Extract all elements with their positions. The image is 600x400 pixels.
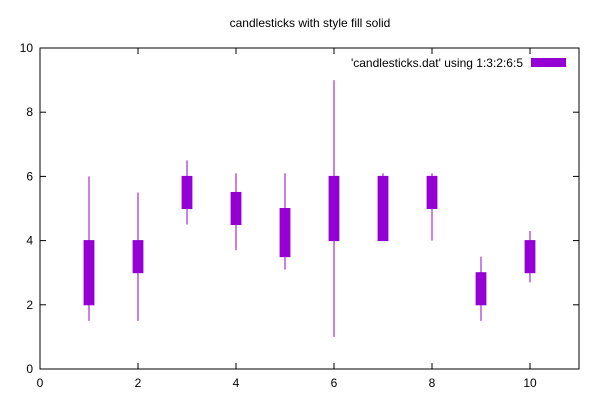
y-tick-label: 0: [26, 362, 33, 376]
y-tick-labels: 0 2 4 6 8 10: [20, 41, 34, 376]
candle: [132, 192, 144, 321]
y-tick-label: 2: [26, 298, 33, 312]
plot-frame: [39, 47, 580, 370]
y-tick-label: 4: [26, 234, 33, 248]
candle: [377, 173, 389, 242]
x-tick-label: 2: [135, 376, 142, 390]
candle-body: [426, 175, 438, 209]
legend-label: 'candlesticks.dat' using 1:3:2:6:5: [351, 56, 523, 70]
y-tick-label: 6: [26, 169, 33, 183]
x-tick-labels: 0 2 4 6 8 10: [37, 376, 537, 390]
candle: [230, 173, 242, 251]
y-tick-label: 8: [26, 105, 33, 119]
candle-body: [328, 175, 340, 242]
chart-title: candlesticks with style fill solid: [230, 16, 391, 30]
candle-body: [230, 191, 242, 226]
legend: 'candlesticks.dat' using 1:3:2:6:5: [351, 56, 566, 70]
y-tick-label: 10: [20, 41, 34, 55]
candle-body: [524, 240, 536, 274]
candle-body: [132, 240, 144, 274]
candle-body: [279, 208, 291, 258]
x-tick-label: 0: [37, 376, 44, 390]
candle-body: [377, 175, 389, 242]
candle: [426, 173, 438, 241]
legend-swatch: [531, 58, 566, 67]
candle: [279, 173, 291, 270]
candle-body: [181, 175, 193, 209]
candle: [524, 230, 536, 283]
candle: [181, 160, 193, 225]
x-tick-label: 8: [429, 376, 436, 390]
candle-body: [475, 272, 487, 306]
candle: [328, 80, 340, 337]
x-tick-label: 10: [523, 376, 537, 390]
x-tick-label: 4: [233, 376, 240, 390]
candle: [475, 256, 487, 321]
axis-ticks: [39, 47, 579, 370]
candles: [83, 80, 536, 337]
x-tick-label: 6: [331, 376, 338, 390]
candle: [83, 176, 95, 321]
candle-body: [83, 240, 95, 306]
